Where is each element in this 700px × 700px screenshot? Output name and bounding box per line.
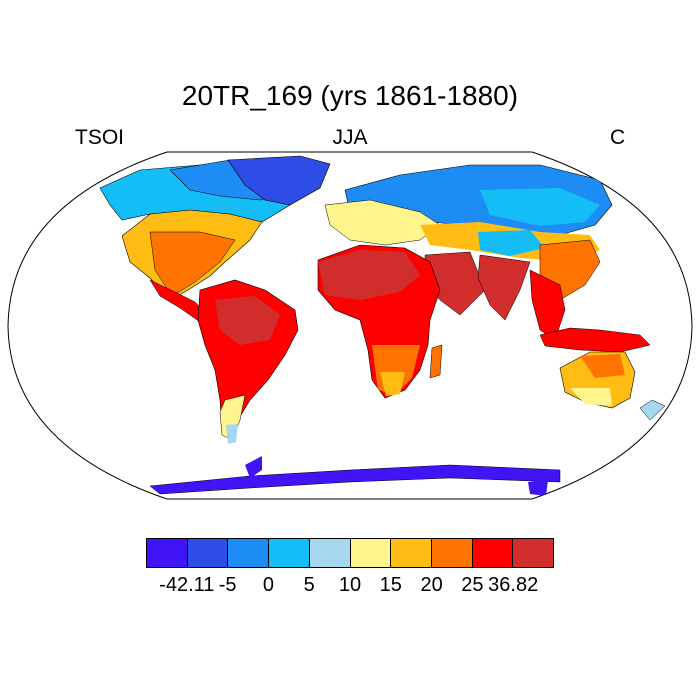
india: [477, 254, 531, 321]
amazon: [215, 296, 280, 345]
indonesia: [539, 327, 651, 353]
map-title: 20TR_169 (yrs 1861-1880): [181, 80, 519, 111]
colorbar-label: 5: [303, 574, 315, 596]
season-label: JJA: [332, 126, 368, 149]
colorbar-label: 10: [338, 574, 362, 596]
antarctica-edge: [528, 480, 548, 496]
colorbar-box-9: [513, 539, 554, 567]
south-africa-cape: [380, 372, 405, 396]
colorbar-label: 15: [379, 574, 402, 596]
colorbar-label: 25: [461, 574, 484, 596]
colorbar-box-5: [350, 539, 392, 567]
colorbar: [146, 538, 554, 568]
colorbar-label: 0: [262, 574, 274, 596]
new-zealand: [639, 399, 666, 421]
tibet: [478, 230, 545, 256]
australia-south: [570, 388, 612, 406]
colorbar-label: 20: [420, 574, 443, 596]
europe: [324, 199, 441, 246]
colorbar-box-7: [431, 539, 473, 567]
colorbar-box-2: [228, 539, 270, 567]
colorbar-label: -5: [218, 574, 237, 596]
colorbar-box-8: [472, 539, 514, 567]
colorbar-box-4: [309, 539, 351, 567]
colorbar-box-6: [391, 539, 432, 567]
colorbar-box-0: [147, 539, 188, 567]
usa-east: [149, 231, 236, 297]
colorbar-label: 36.82: [488, 574, 539, 596]
australia-north: [580, 354, 625, 378]
sahara: [318, 250, 420, 300]
colorbar-box-3: [269, 539, 310, 567]
greenland: [227, 155, 331, 206]
antarctic-peninsula: [245, 456, 262, 478]
tierra-del-fuego: [226, 424, 238, 444]
units-label: C: [610, 126, 626, 149]
antarctica: [149, 464, 561, 495]
variable-label: TSOI: [75, 126, 125, 149]
colorbar-label: -42.11: [159, 574, 215, 596]
colorbar-box-1: [187, 539, 229, 567]
siberia-east: [480, 188, 600, 226]
madagascar: [429, 344, 443, 379]
